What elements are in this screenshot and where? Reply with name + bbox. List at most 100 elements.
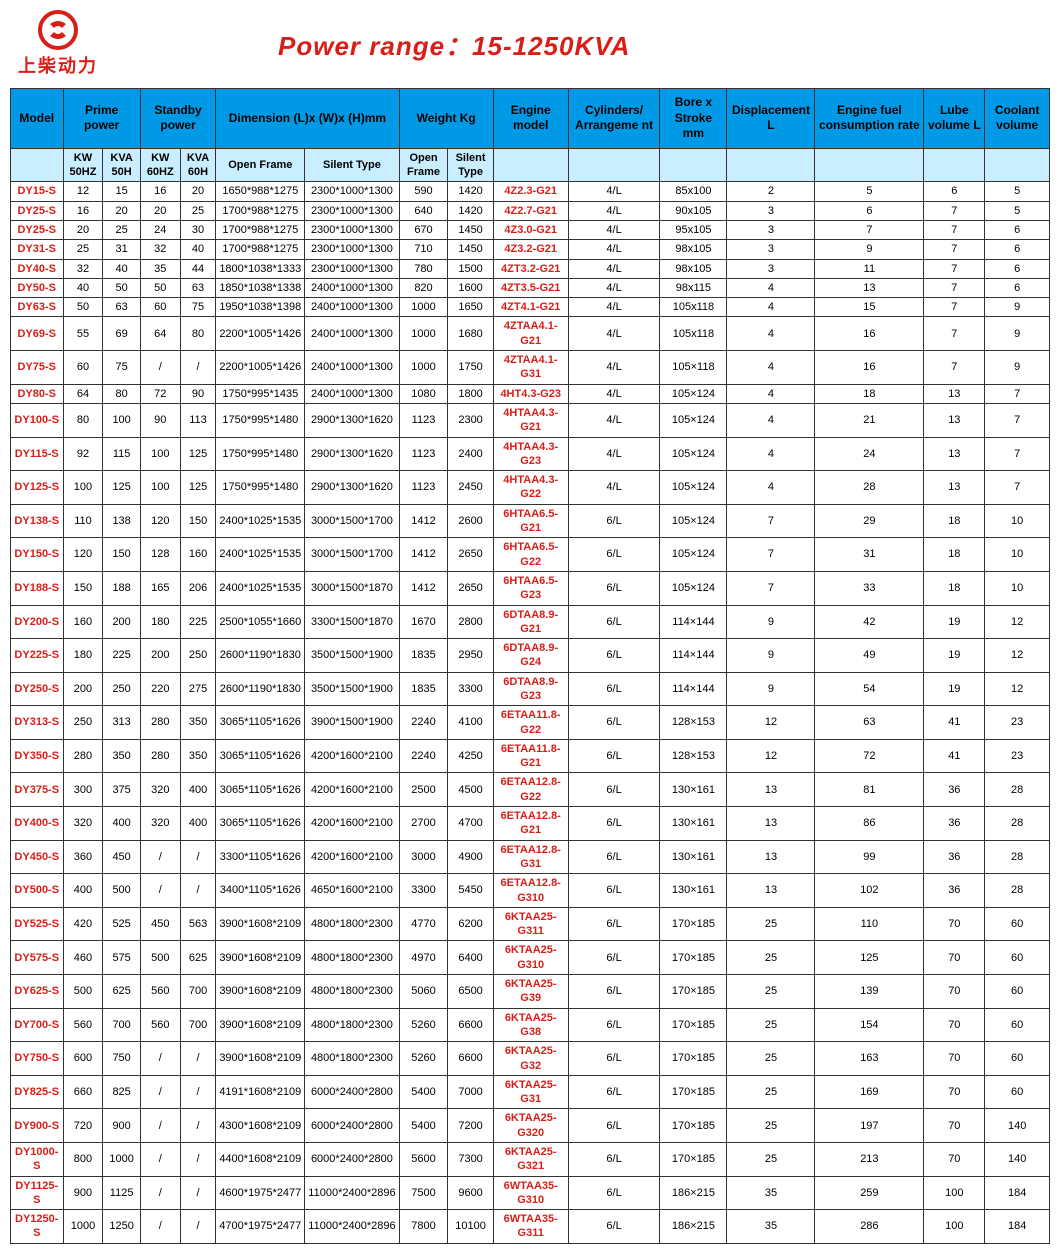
table-cell: 1412 — [399, 571, 448, 605]
table-cell: 4ZT3.5-G21 — [493, 278, 568, 297]
table-cell: 4HTAA4.3-G21 — [493, 403, 568, 437]
table-row: DY31-S253132401700*988*12752300*1000*130… — [11, 240, 1050, 259]
table-cell: 6 — [985, 278, 1050, 297]
table-cell: 6/L — [568, 1008, 660, 1042]
table-cell: 6KTAA25-G31 — [493, 1075, 568, 1109]
sub-openframe-w: Open Frame — [399, 148, 448, 182]
sub-empty4 — [660, 148, 727, 182]
table-cell: 81 — [815, 773, 924, 807]
table-cell: 1750*995*1480 — [216, 471, 305, 505]
table-cell: 525 — [103, 907, 140, 941]
table-cell: DY150-S — [11, 538, 64, 572]
table-cell: 1700*988*1275 — [216, 201, 305, 220]
table-cell: 2300*1000*1300 — [305, 259, 399, 278]
table-cell: 1125 — [103, 1176, 140, 1210]
table-cell: 670 — [399, 220, 448, 239]
table-cell: 2400*1025*1535 — [216, 571, 305, 605]
table-cell: 4300*1608*2109 — [216, 1109, 305, 1143]
table-cell: / — [180, 1176, 216, 1210]
table-row: DY25-S162020251700*988*12752300*1000*130… — [11, 201, 1050, 220]
table-cell: 2400*1025*1535 — [216, 538, 305, 572]
table-cell: 105x118 — [660, 298, 727, 317]
table-cell: 4/L — [568, 403, 660, 437]
table-cell: 25 — [63, 240, 103, 259]
table-cell: 140 — [985, 1143, 1050, 1177]
table-cell: 170×185 — [660, 1109, 727, 1143]
table-cell: 3300*1500*1870 — [305, 605, 399, 639]
table-cell: DY1000-S — [11, 1143, 64, 1177]
table-cell: 9 — [985, 351, 1050, 385]
table-cell: 70 — [924, 907, 985, 941]
table-cell: 12 — [63, 182, 103, 201]
table-cell: 4500 — [448, 773, 493, 807]
table-cell: 590 — [399, 182, 448, 201]
sub-empty8 — [985, 148, 1050, 182]
table-cell: 4700 — [448, 807, 493, 841]
table-cell: 105×124 — [660, 571, 727, 605]
sub-empty2 — [493, 148, 568, 182]
table-cell: 350 — [180, 706, 216, 740]
table-row: DY375-S3003753204003065*1105*16264200*16… — [11, 773, 1050, 807]
table-cell: 4200*1600*2100 — [305, 807, 399, 841]
table-cell: 4650*1600*2100 — [305, 874, 399, 908]
table-cell: 35 — [727, 1176, 815, 1210]
table-cell: 2900*1300*1620 — [305, 403, 399, 437]
table-cell: 1420 — [448, 201, 493, 220]
col-prime-power: Prime power — [63, 89, 140, 149]
table-cell: 19 — [924, 672, 985, 706]
table-cell: 29 — [815, 504, 924, 538]
table-cell: 2900*1300*1620 — [305, 437, 399, 471]
table-cell: 28 — [985, 840, 1050, 874]
table-cell: 4800*1800*2300 — [305, 1008, 399, 1042]
table-row: DY625-S5006255607003900*1608*21094800*18… — [11, 975, 1050, 1009]
table-cell: 6/L — [568, 739, 660, 773]
table-cell: 102 — [815, 874, 924, 908]
table-cell: 12 — [985, 605, 1050, 639]
table-cell: 95x105 — [660, 220, 727, 239]
table-cell: 1680 — [448, 317, 493, 351]
table-cell: DY375-S — [11, 773, 64, 807]
table-cell: 4Z2.3-G21 — [493, 182, 568, 201]
table-cell: 4ZTAA4.1-G21 — [493, 317, 568, 351]
table-cell: 10 — [985, 504, 1050, 538]
table-cell: 560 — [140, 1008, 180, 1042]
table-cell: 6/L — [568, 1176, 660, 1210]
table-cell: 70 — [924, 941, 985, 975]
table-cell: / — [140, 1176, 180, 1210]
table-cell: 90x105 — [660, 201, 727, 220]
table-cell: DY125-S — [11, 471, 64, 505]
table-cell: 4/L — [568, 298, 660, 317]
table-cell: 98x105 — [660, 259, 727, 278]
table-cell: 184 — [985, 1176, 1050, 1210]
table-cell: 4/L — [568, 240, 660, 259]
table-cell: 3000*1500*1700 — [305, 538, 399, 572]
table-cell: 710 — [399, 240, 448, 259]
table-cell: 170×185 — [660, 907, 727, 941]
table-cell: 400 — [63, 874, 103, 908]
table-cell: 4ZT4.1-G21 — [493, 298, 568, 317]
table-cell: 200 — [103, 605, 140, 639]
table-cell: 13 — [727, 773, 815, 807]
table-cell: 6/L — [568, 807, 660, 841]
table-cell: 7 — [815, 220, 924, 239]
table-cell: 60 — [985, 975, 1050, 1009]
table-cell: 70 — [924, 1008, 985, 1042]
table-cell: / — [180, 351, 216, 385]
table-cell: 280 — [63, 739, 103, 773]
table-cell: 4770 — [399, 907, 448, 941]
table-cell: 69 — [103, 317, 140, 351]
table-cell: / — [180, 1109, 216, 1143]
table-cell: 13 — [924, 384, 985, 403]
table-cell: 780 — [399, 259, 448, 278]
table-cell: DY100-S — [11, 403, 64, 437]
table-cell: 2650 — [448, 571, 493, 605]
table-cell: DY225-S — [11, 639, 64, 673]
table-cell: 6/L — [568, 538, 660, 572]
table-cell: DY350-S — [11, 739, 64, 773]
table-cell: 450 — [103, 840, 140, 874]
table-cell: DY50-S — [11, 278, 64, 297]
col-model: Model — [11, 89, 64, 149]
table-cell: 7 — [985, 384, 1050, 403]
table-cell: 300 — [63, 773, 103, 807]
table-cell: 2450 — [448, 471, 493, 505]
